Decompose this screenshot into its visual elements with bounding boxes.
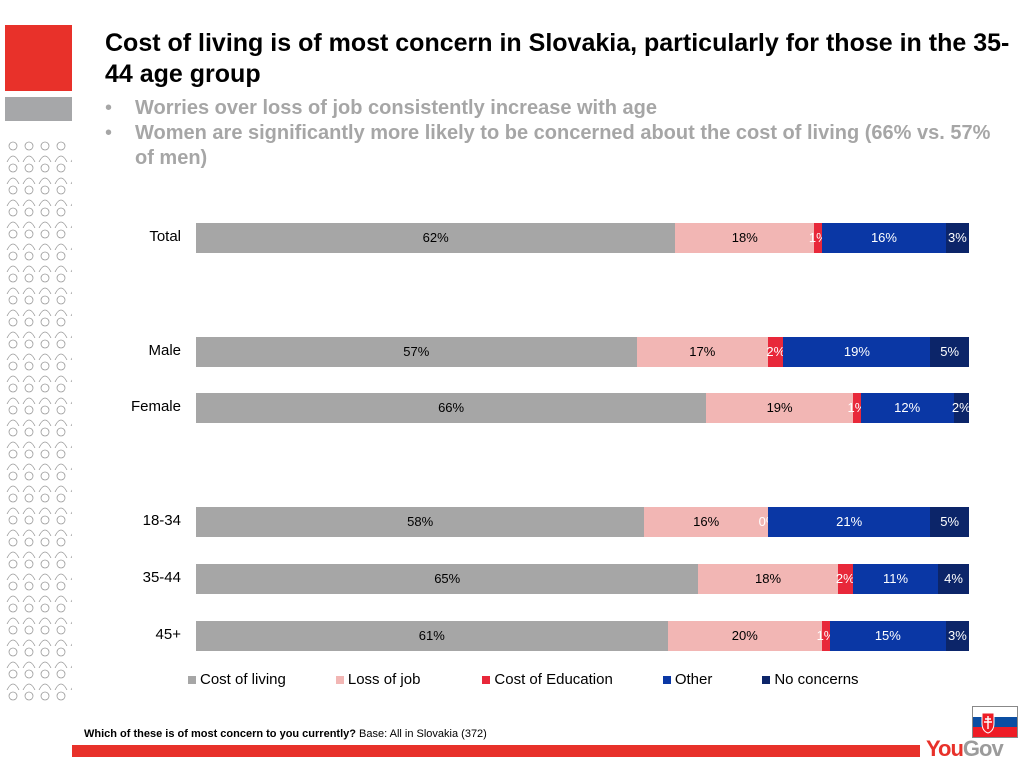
legend-label: Cost of Education (494, 671, 613, 688)
data-label: 62% (422, 230, 449, 245)
data-label: 66% (438, 400, 465, 415)
bar-segment (945, 621, 969, 651)
bar-segment (853, 564, 939, 594)
legend-label: Other (674, 671, 713, 688)
bar-segment (196, 621, 668, 651)
data-label: 19% (843, 344, 870, 359)
data-label: 20% (731, 628, 758, 643)
data-label: 58% (407, 514, 434, 529)
yougov-logo: YouGov (926, 736, 1004, 762)
bar-segment (829, 621, 946, 651)
legend-label: No concerns (774, 671, 859, 688)
bar-segment (644, 507, 768, 537)
data-label: 18% (754, 571, 782, 586)
bullet-item: Worries over loss of job consistently in… (105, 96, 1005, 121)
legend-swatch (762, 675, 771, 684)
data-label: 16% (693, 514, 720, 529)
bar-segment (667, 621, 823, 651)
logo-you: You (926, 736, 964, 761)
slovakia-flag-icon (972, 706, 1018, 738)
category-label: 35-44 (142, 569, 181, 586)
brand-gray-block (5, 97, 72, 121)
data-label: 65% (434, 571, 461, 586)
data-label: 5% (940, 344, 960, 359)
legend-label: Cost of living (200, 671, 286, 688)
bar-segment (853, 393, 861, 423)
data-label: 12% (894, 400, 921, 415)
data-label: 3% (947, 628, 967, 643)
crowd-illustration (5, 140, 72, 705)
legend-item: Cost of Education (482, 671, 613, 688)
bar-segment (768, 337, 784, 367)
data-label: 17% (689, 344, 716, 359)
bar-segment (945, 223, 969, 253)
legend-swatch (482, 675, 491, 684)
data-label: 5% (940, 514, 960, 529)
footer-red-bar (72, 745, 920, 757)
data-label: 16% (870, 230, 897, 245)
bar-segment (860, 393, 954, 423)
category-label: 45+ (155, 626, 181, 643)
bar-segment (196, 507, 645, 537)
bar-segment (196, 564, 699, 594)
category-label: Female (130, 398, 181, 415)
data-label: 19% (766, 400, 793, 415)
legend-swatch (662, 675, 671, 684)
data-label: 2% (766, 344, 786, 359)
legend-item: Other (662, 671, 713, 688)
bar-segment (938, 564, 969, 594)
bar-segment (196, 393, 707, 423)
data-label: 4% (944, 571, 963, 586)
data-label: 2% (835, 571, 855, 586)
bar-segment (837, 564, 854, 594)
bar-segment (768, 507, 931, 537)
category-label: 18-34 (142, 512, 181, 529)
bar-segment (953, 393, 969, 423)
data-label: 11% (883, 571, 909, 586)
bar-segment (698, 564, 838, 594)
footnote-base: Base: All in Slovakia (372) (359, 728, 487, 740)
bullet-item: Women are significantly more likely to b… (105, 121, 1005, 171)
bar-segment (675, 223, 815, 253)
bar-segment (706, 393, 854, 423)
legend-swatch (335, 675, 344, 684)
bar-segment (930, 507, 969, 537)
data-label: 21% (836, 514, 863, 529)
slide-title: Cost of living is of most concern in Slo… (105, 29, 1010, 88)
chart-legend: Cost of living Loss of job Cost of Educati… (188, 671, 859, 688)
footnote-question: Which of these is of most concern to you… (84, 728, 356, 740)
category-label: Male (148, 342, 181, 359)
bar-segment (196, 337, 637, 367)
legend-item: Loss of job (335, 671, 421, 688)
data-label: 18% (731, 230, 758, 245)
bullet-list: Worries over loss of job consistently in… (105, 96, 1005, 171)
logo-gov: Gov (962, 736, 1004, 761)
bar-segment (814, 223, 823, 253)
legend-swatch (188, 675, 196, 684)
legend-label: Loss of job (347, 671, 421, 688)
bar-segment (822, 223, 946, 253)
footnote: Which of these is of most concern to you… (84, 728, 487, 740)
data-label: 61% (418, 628, 445, 643)
stacked-bar-chart: Total 62% 18% 1% 16% 3% Male 57% 17% 2% 19% 5% Femal… (130, 223, 971, 651)
category-label: Total (149, 228, 181, 245)
bar-segment (930, 337, 969, 367)
legend-item: Cost of living (188, 671, 286, 688)
bar-segment (783, 337, 931, 367)
bar-segment (822, 621, 830, 651)
brand-red-block (5, 25, 72, 91)
bar-segment (636, 337, 769, 367)
data-label: 3% (947, 230, 967, 245)
data-label: 57% (403, 344, 430, 359)
data-label: 2% (951, 400, 971, 415)
data-label: 15% (874, 628, 901, 643)
legend-item: No concerns (762, 671, 859, 688)
bar-segment (196, 223, 676, 253)
